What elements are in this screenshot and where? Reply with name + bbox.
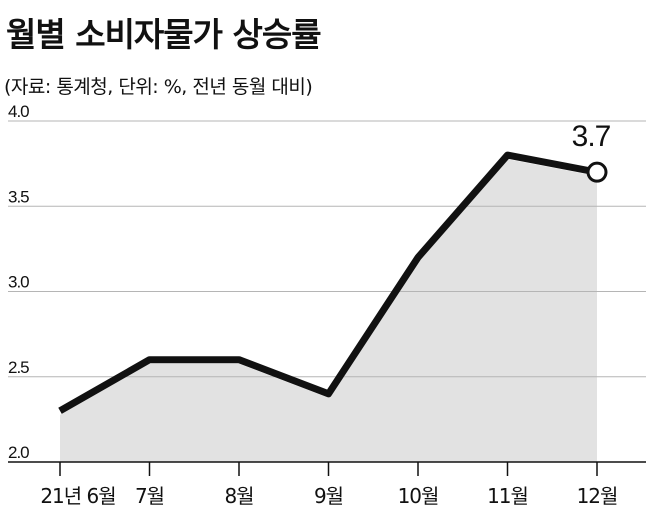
area-fill (60, 159, 597, 462)
data-label-6: 3.7 (572, 120, 611, 153)
x-tick-label-1: 7월 (135, 484, 164, 508)
chart-subtitle: (자료: 통계청, 단위: %, 전년 동월 대비) (4, 76, 313, 98)
x-tick-label-4: 10월 (398, 484, 439, 508)
x-tick-label-2: 8월 (224, 484, 253, 508)
series-line (58, 151, 598, 414)
y-tick-label-2.5: 2.5 (8, 358, 29, 377)
x-tick-label-6: 12월 (577, 484, 618, 508)
chart-title: 월별 소비자물가 상승률 (6, 15, 322, 54)
y-tick-label-2.0: 2.0 (8, 443, 29, 462)
y-tick-label-4.0: 4.0 (8, 102, 29, 121)
x-tick-label-0: 21년 6월 (40, 484, 115, 508)
y-tick-label-3.5: 3.5 (8, 187, 29, 206)
y-tick-label-3.0: 3.0 (8, 273, 29, 292)
end-point-marker (586, 161, 608, 183)
x-tick-label-5: 11월 (487, 484, 528, 508)
x-tick-label-3: 9월 (314, 484, 343, 508)
